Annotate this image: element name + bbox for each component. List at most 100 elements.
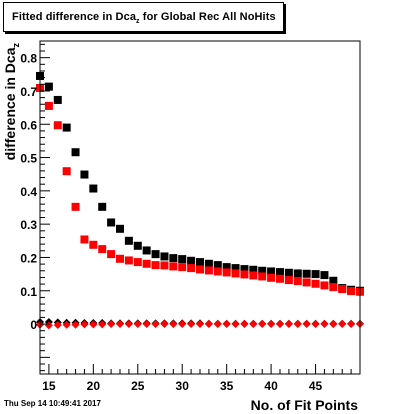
- x-tick-label: 45: [309, 379, 323, 393]
- data-point-series-2: [142, 259, 151, 268]
- axes: 15 20 25 30 35 40 45 0 0.1 0.2 0.3 0.4 0.5 0.6 0.7 0.8: [20, 43, 361, 393]
- data-markers: [36, 71, 364, 330]
- data-point-series-4: [222, 320, 231, 329]
- data-point-series-4: [249, 320, 258, 329]
- data-point-series-1: [53, 95, 62, 104]
- y-axis-label: difference in Dcaz: [2, 43, 21, 161]
- data-point-series-4: [267, 320, 276, 329]
- data-point-series-1: [204, 259, 213, 268]
- data-point-series-2: [311, 279, 320, 288]
- data-point-series-1: [124, 236, 133, 245]
- data-point-series-1: [311, 270, 320, 279]
- data-point-series-4: [80, 320, 89, 329]
- data-point-series-2: [98, 245, 107, 254]
- data-point-series-4: [196, 320, 204, 329]
- data-point-series-2: [302, 278, 311, 287]
- data-point-series-4: [142, 320, 151, 329]
- data-point-series-4: [284, 320, 293, 329]
- data-point-series-1: [284, 268, 293, 277]
- data-point-series-1: [302, 269, 311, 278]
- y-tick-label: 0.5: [20, 152, 37, 166]
- y-tick-label: 0: [30, 318, 37, 332]
- data-point-series-2: [44, 101, 53, 110]
- data-point-series-2: [107, 250, 116, 259]
- data-point-series-4: [231, 320, 240, 329]
- x-tick-label: 30: [176, 379, 190, 393]
- data-point-series-4: [204, 320, 213, 329]
- data-point-series-1: [80, 170, 89, 179]
- data-point-series-4: [213, 320, 222, 329]
- data-point-series-2: [338, 285, 347, 294]
- data-point-series-2: [240, 270, 249, 279]
- x-tick-label: 35: [220, 379, 234, 393]
- data-point-series-2: [53, 121, 62, 130]
- data-point-series-1: [329, 276, 338, 285]
- timestamp: Thu Sep 14 10:49:41 2017: [4, 399, 101, 408]
- data-point-series-1: [62, 123, 71, 132]
- data-point-series-2: [71, 202, 80, 211]
- data-point-series-2: [231, 269, 240, 278]
- data-point-series-1: [151, 250, 160, 259]
- data-point-series-2: [80, 235, 89, 244]
- data-point-series-2: [222, 268, 231, 277]
- data-point-series-1: [231, 264, 240, 273]
- data-point-series-4: [89, 320, 98, 329]
- data-point-series-4: [107, 320, 116, 329]
- data-point-series-1: [98, 202, 107, 211]
- data-point-series-2: [320, 281, 329, 290]
- data-point-series-1: [240, 265, 249, 274]
- data-point-series-4: [53, 321, 62, 330]
- y-tick-label: 0.4: [20, 185, 37, 199]
- data-point-series-4: [124, 320, 133, 329]
- data-point-series-1: [187, 256, 196, 265]
- y-tick-label: 0.6: [20, 118, 37, 132]
- data-point-series-4: [293, 320, 302, 329]
- data-point-series-4: [276, 320, 284, 329]
- data-point-series-4: [62, 320, 71, 329]
- x-tick-label: 40: [264, 379, 278, 393]
- data-point-series-2: [276, 274, 284, 283]
- data-point-series-4: [169, 320, 178, 329]
- data-point-series-4: [302, 320, 311, 329]
- data-point-series-2: [169, 262, 178, 271]
- data-point-series-1: [276, 268, 284, 277]
- data-point-series-2: [284, 276, 293, 285]
- data-point-series-4: [98, 320, 107, 329]
- y-tick-label: 0.8: [20, 52, 37, 66]
- data-point-series-1: [116, 224, 124, 233]
- data-point-series-4: [320, 320, 329, 329]
- y-tick-label: 0.3: [20, 218, 37, 232]
- data-point-series-4: [116, 320, 124, 329]
- data-point-series-4: [347, 320, 356, 329]
- data-point-series-1: [196, 258, 204, 267]
- data-point-series-2: [62, 167, 71, 176]
- data-point-series-4: [240, 320, 249, 329]
- chart-title: Fitted difference in Dcaz for Global Rec…: [12, 11, 276, 26]
- data-point-series-1: [258, 266, 267, 275]
- chart-title-box: Fitted difference in Dcaz for Global Rec…: [3, 2, 284, 32]
- x-axis-label: No. of Fit Points: [251, 397, 359, 413]
- data-point-series-2: [204, 266, 213, 275]
- y-tick-label: 0.2: [20, 251, 37, 265]
- data-point-series-4: [44, 321, 53, 330]
- data-point-series-1: [293, 269, 302, 278]
- data-point-series-2: [133, 258, 142, 267]
- data-point-series-2: [196, 265, 204, 274]
- data-point-series-4: [338, 320, 347, 329]
- x-tick-label: 15: [42, 379, 56, 393]
- data-point-series-2: [187, 264, 196, 273]
- data-point-series-2: [347, 287, 356, 296]
- data-point-series-2: [213, 267, 222, 276]
- data-point-series-1: [169, 254, 178, 263]
- data-point-series-1: [249, 265, 258, 274]
- data-point-series-1: [133, 241, 142, 250]
- x-tick-label: 25: [131, 379, 145, 393]
- data-point-series-2: [267, 273, 276, 282]
- data-point-series-2: [258, 272, 267, 281]
- data-point-series-2: [293, 277, 302, 286]
- data-point-series-4: [71, 320, 80, 329]
- x-tick-label: 20: [87, 379, 101, 393]
- data-point-series-4: [187, 320, 196, 329]
- data-point-series-1: [222, 263, 231, 272]
